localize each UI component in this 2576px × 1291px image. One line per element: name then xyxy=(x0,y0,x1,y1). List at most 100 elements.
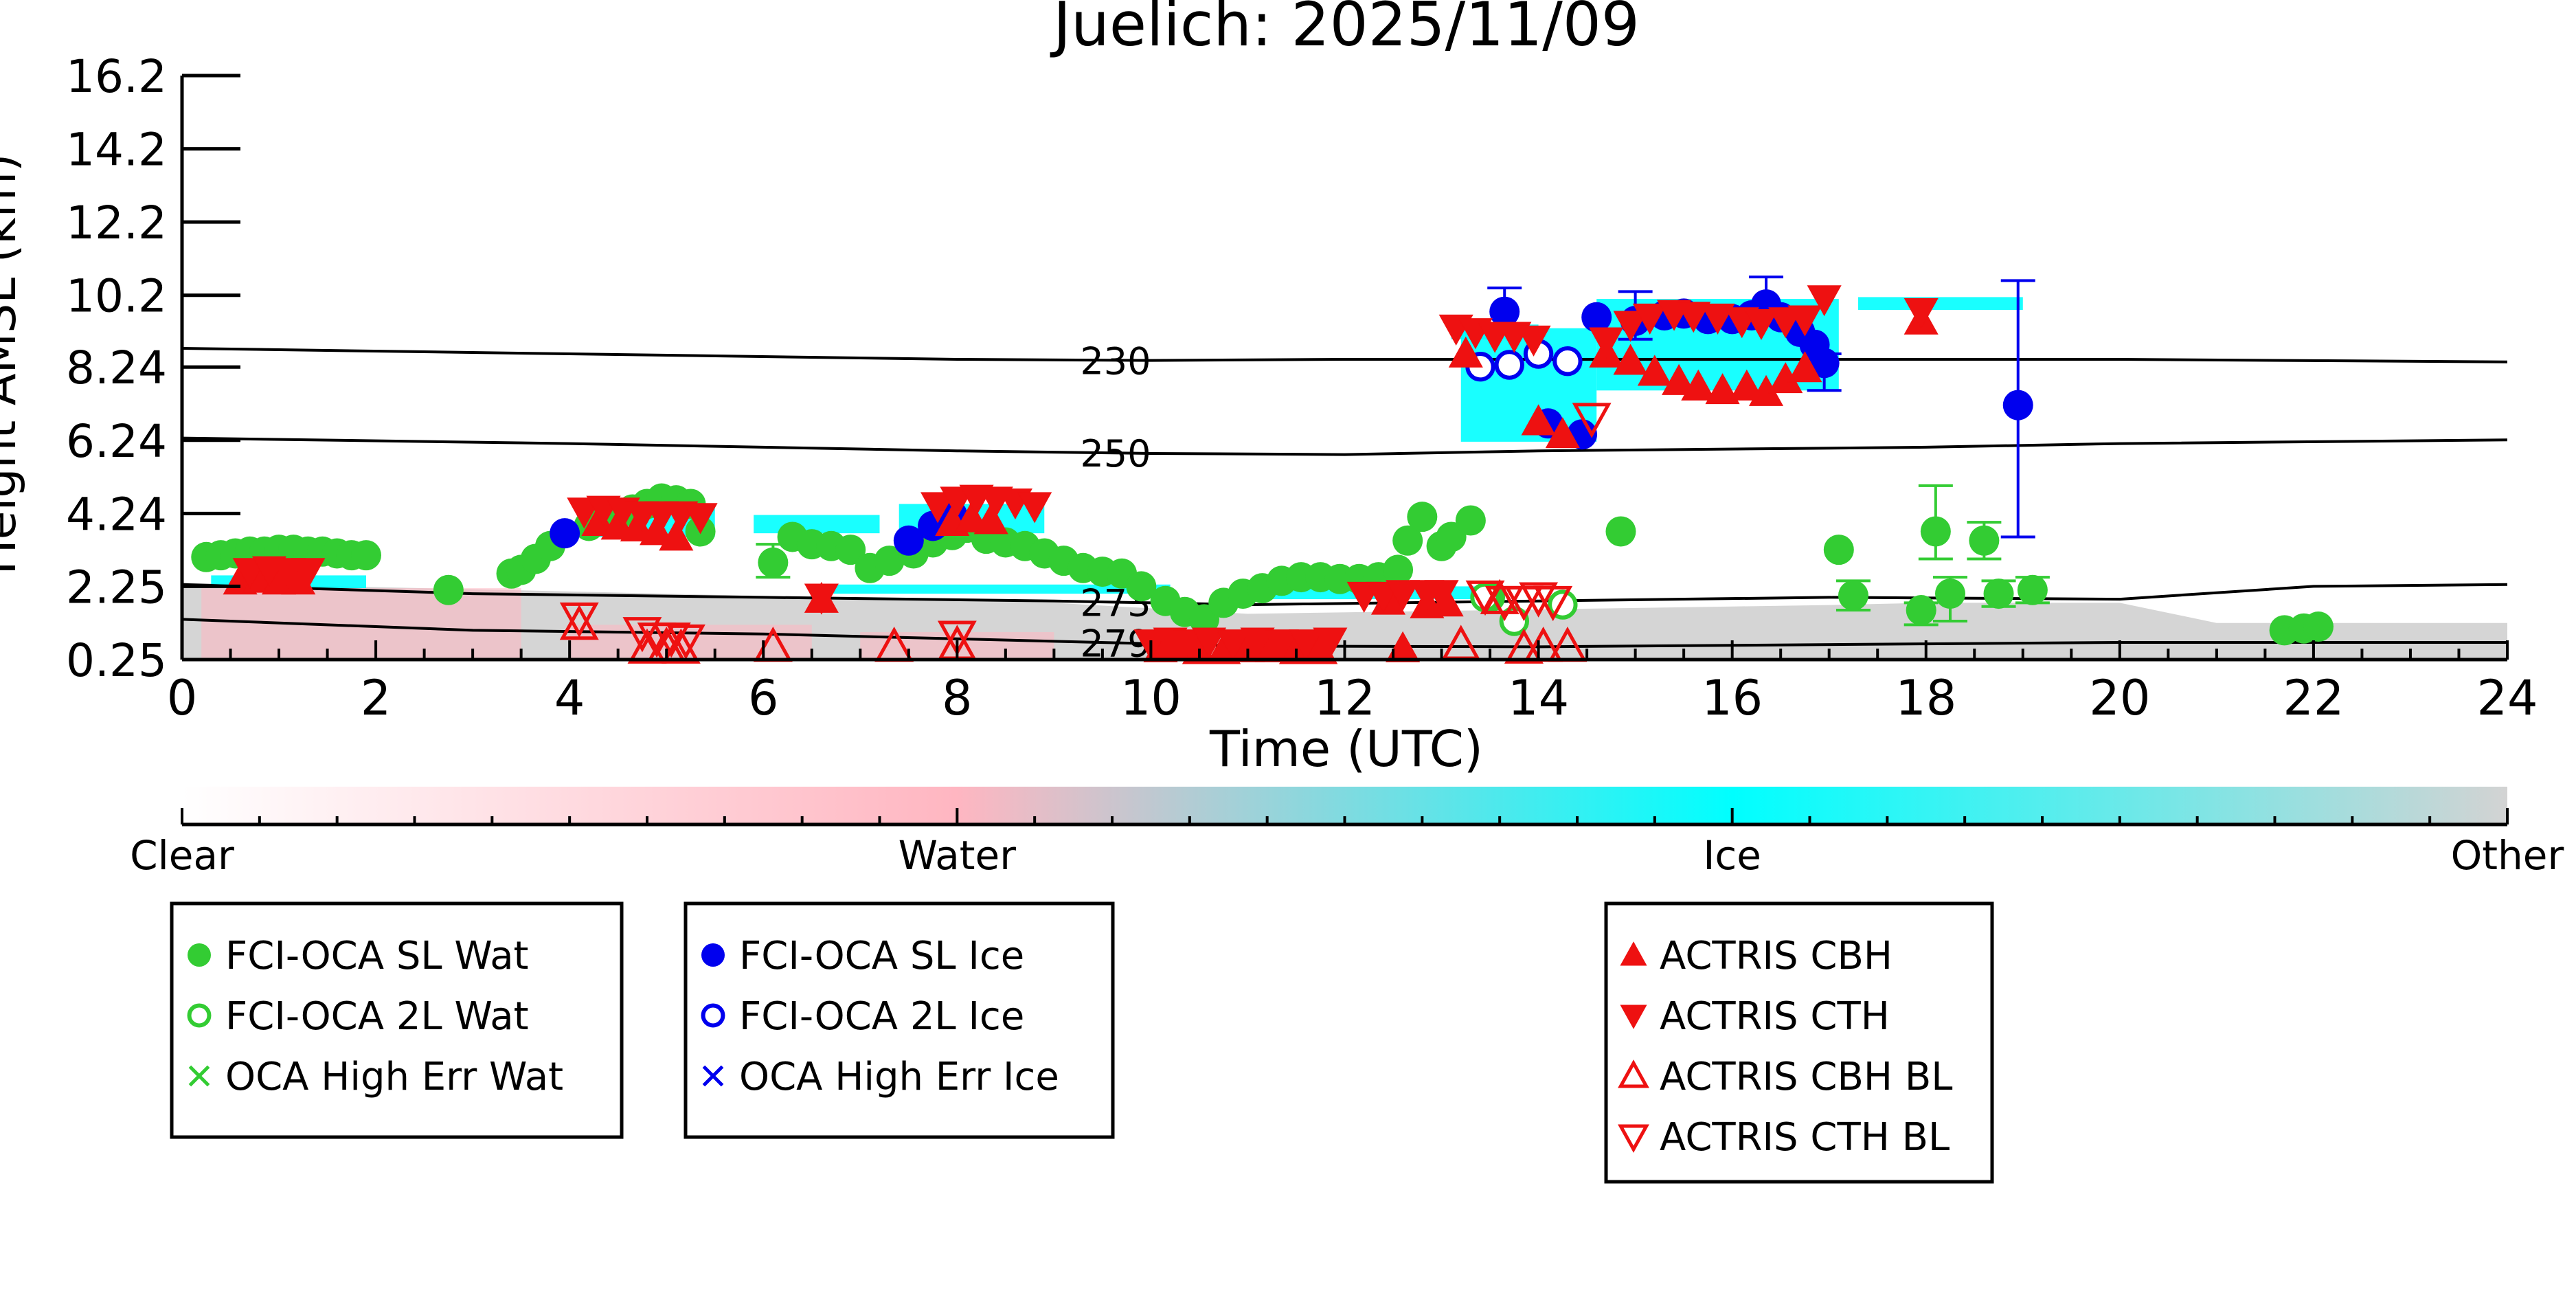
x-tick-label-16: 16 xyxy=(1702,670,1763,726)
y-tick-label-16.2: 16.2 xyxy=(66,50,167,103)
point-fci-oca-sl-wat-45 xyxy=(1126,571,1157,602)
point-actris-cth-36 xyxy=(1516,325,1551,357)
colorbar-label-water: Water xyxy=(899,832,1017,879)
legend-box-0: FCI-OCA SL Wat FCI-OCA 2L Wat OCA High Err… xyxy=(170,901,624,1139)
point-fci-oca-sl-ice-1 xyxy=(893,525,924,556)
point-fci-oca-sl-wat-73 xyxy=(2017,574,2048,605)
point-actris-cth-bl-9 xyxy=(1519,582,1559,618)
legend-label-fci-oca-sl-ice: FCI-OCA SL Ice xyxy=(739,934,1024,978)
point-actris-cth-31 xyxy=(1424,580,1459,611)
point-actris-cbh-33 xyxy=(1705,373,1740,405)
point-actris-cth-22 xyxy=(1216,629,1251,661)
colorbar-label-other: Other xyxy=(2451,832,2564,879)
x-tick-label-6: 6 xyxy=(748,670,779,726)
point-fci-oca-sl-ice-7 xyxy=(1581,302,1612,333)
legend-marker-oca-high-err-ice xyxy=(702,1065,724,1087)
point-actris-cbh-bl-0 xyxy=(559,605,599,640)
point-actris-cth-25 xyxy=(1289,629,1324,661)
point-actris-cbh-12 xyxy=(973,503,1008,535)
point-actris-cth-10 xyxy=(683,503,718,535)
legend-label-actris-cth: ACTRIS CTH xyxy=(1660,994,1890,1039)
point-fci-oca-sl-wat-67 xyxy=(1838,580,1868,611)
x-tick-label-4: 4 xyxy=(554,670,585,726)
point-actris-cth-26 xyxy=(1313,627,1348,659)
ice-class-region-4 xyxy=(811,584,1171,594)
point-actris-cth-37 xyxy=(1589,327,1624,359)
point-actris-cth-41 xyxy=(1676,302,1711,333)
legend-marker-actris-cbh xyxy=(1620,941,1647,966)
y-tick-label-8.24: 8.24 xyxy=(66,341,167,394)
point-actris-cth-bl-5 xyxy=(937,620,977,656)
y-axis-label: Height AMSL (km) xyxy=(0,154,27,575)
point-actris-cbh-8 xyxy=(659,519,694,551)
point-actris-cth-46 xyxy=(1787,305,1822,337)
point-actris-cth-3 xyxy=(291,558,326,590)
point-actris-cth-11 xyxy=(804,583,839,615)
y-tick-label-4.24: 4.24 xyxy=(66,488,167,541)
legend-label-fci-oca-2l-wat: FCI-OCA 2L Wat xyxy=(225,994,529,1039)
point-fci-oca-sl-wat-60 xyxy=(1407,502,1438,532)
legend-marker-fci-oca-sl-ice xyxy=(701,943,725,967)
legend-label-actris-cbh: ACTRIS CBH xyxy=(1660,934,1893,978)
legend-marker-oca-high-err-wat xyxy=(188,1065,210,1087)
x-tick-label-20: 20 xyxy=(2089,670,2150,726)
ice-class-region-9 xyxy=(1858,297,2023,311)
legend-frame-0 xyxy=(170,901,624,1139)
point-actris-cbh-22 xyxy=(1386,631,1421,662)
x-tick-label-14: 14 xyxy=(1508,670,1569,726)
legend-label-actris-cbh-bl: ACTRIS CBH BL xyxy=(1660,1055,1952,1099)
point-actris-cbh-4 xyxy=(581,504,616,537)
legend-marker-fci-oca-sl-wat xyxy=(188,943,211,967)
point-actris-cth-23 xyxy=(1240,627,1275,659)
colorbar: Clear Water Ice Other xyxy=(130,787,2564,879)
y-tick-label-0.25: 0.25 xyxy=(66,634,167,687)
y-tick-label-6.24: 6.24 xyxy=(66,415,167,468)
point-fci-oca-sl-wat-76 xyxy=(2303,611,2334,642)
point-fci-oca-sl-wat-70 xyxy=(1935,579,1966,609)
isotherm-label-250: 250 xyxy=(1080,432,1151,475)
point-actris-cbh-27 xyxy=(1545,417,1580,449)
series-actris-cth xyxy=(232,285,1939,661)
legend-marker-fci-oca-2l-ice xyxy=(701,1003,725,1028)
legend-marker-actris-cth-bl xyxy=(1618,1124,1649,1153)
y-tick-label-14.2: 14.2 xyxy=(66,124,167,177)
legend-label-fci-oca-2l-ice: FCI-OCA 2L Ice xyxy=(739,994,1024,1039)
point-fci-oca-sl-wat-26 xyxy=(758,547,789,578)
point-actris-cth-29 xyxy=(1386,580,1421,611)
x-axis-label: Time (UTC) xyxy=(1209,720,1483,778)
point-actris-cth-bl-4 xyxy=(666,624,705,660)
point-fci-oca-2l-ice-3 xyxy=(1552,346,1583,377)
point-actris-cth-bl-0 xyxy=(559,602,599,638)
point-actris-cbh-34 xyxy=(1729,369,1764,401)
point-fci-oca-sl-wat-72 xyxy=(1983,579,2014,609)
colorbar-label-ice: Ice xyxy=(1703,832,1761,879)
isotherm-250 xyxy=(181,436,2508,456)
point-fci-oca-sl-ice-18 xyxy=(1809,348,1840,379)
point-actris-cbh-25 xyxy=(1448,336,1483,368)
legend-label-oca-high-err-ice: OCA High Err Ice xyxy=(739,1055,1059,1099)
point-actris-cth-bl-11 xyxy=(1572,403,1612,438)
point-actris-cth-21 xyxy=(1191,627,1227,659)
legend-label-oca-high-err-wat: OCA High Err Wat xyxy=(225,1055,563,1099)
point-actris-cth-38 xyxy=(1613,311,1648,342)
point-fci-oca-sl-wat-58 xyxy=(1383,554,1414,585)
point-actris-cbh-30 xyxy=(1637,355,1672,386)
x-tick-label-18: 18 xyxy=(1895,670,1956,726)
x-tick-label-2: 2 xyxy=(361,670,392,726)
point-fci-oca-sl-wat-68 xyxy=(1906,595,1936,626)
legend-box-2: ACTRIS CBH ACTRIS CTH ACTRIS CBH BL ACTRIS … xyxy=(1604,901,1994,1184)
y-tick-label-2.25: 2.25 xyxy=(66,561,167,614)
legend-box-1: FCI-OCA SL Ice FCI-OCA 2L Ice OCA High Err… xyxy=(683,901,1115,1139)
point-fci-oca-sl-wat-71 xyxy=(1969,525,2000,556)
x-tick-label-8: 8 xyxy=(942,670,973,726)
point-fci-oca-sl-wat-32 xyxy=(874,546,905,576)
point-fci-oca-sl-wat-59 xyxy=(1392,525,1423,556)
point-actris-cbh-7 xyxy=(640,514,675,546)
x-tick-label-22: 22 xyxy=(2283,670,2344,726)
legend-label-actris-cth-bl: ACTRIS CTH BL xyxy=(1660,1115,1950,1160)
point-fci-oca-sl-wat-11 xyxy=(350,540,381,571)
x-tick-label-12: 12 xyxy=(1314,670,1375,726)
point-actris-cbh-37 xyxy=(1787,351,1822,383)
point-fci-oca-sl-ice-4 xyxy=(1489,296,1520,327)
